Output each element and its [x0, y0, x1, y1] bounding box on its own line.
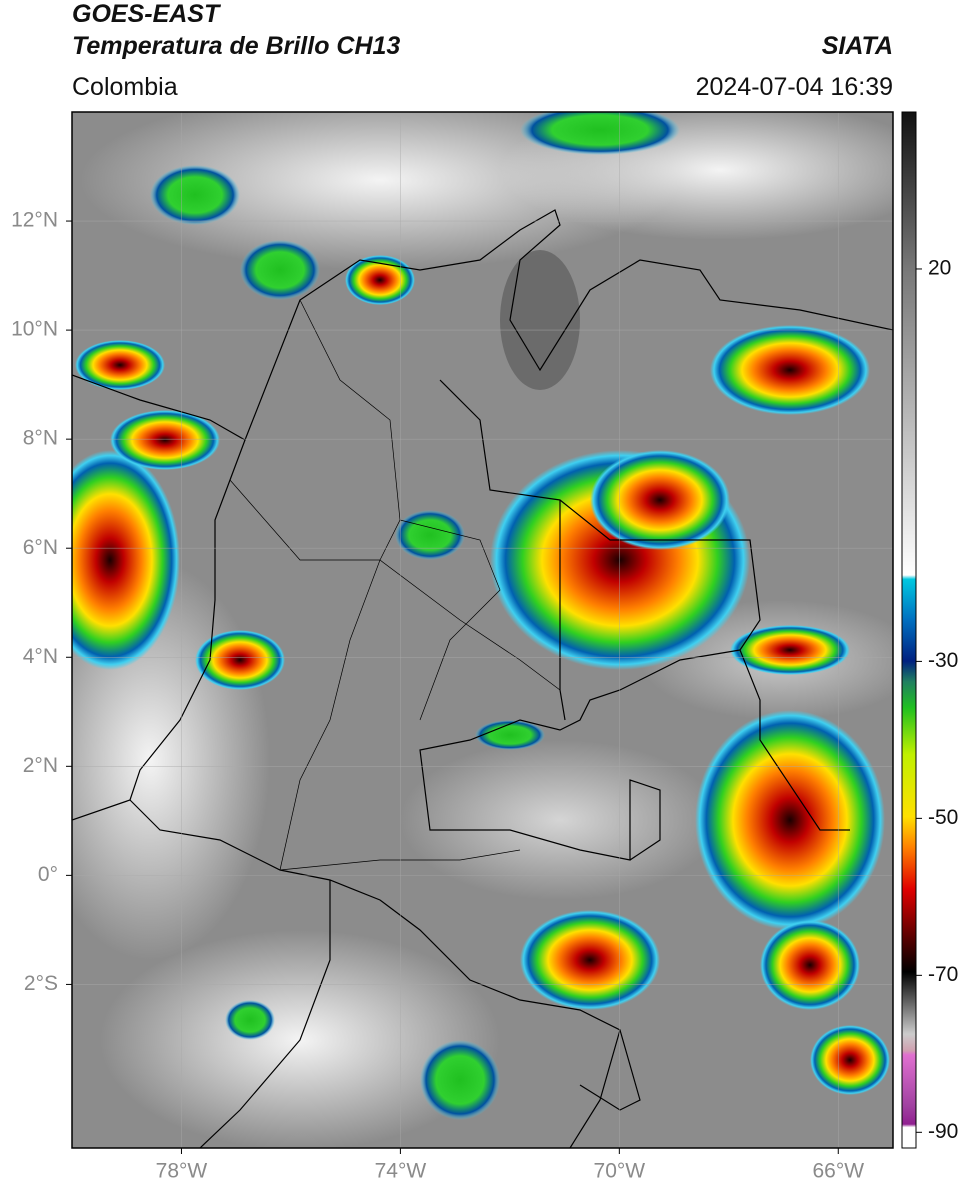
- y-tick-label: 12°N: [11, 209, 58, 232]
- subtitle: Temperatura de Brillo CH13: [72, 32, 400, 60]
- colorbar-tick-label: -70: [928, 963, 958, 986]
- y-tick-label: 10°N: [11, 318, 58, 341]
- satellite-image: [72, 112, 893, 1148]
- colorbar-tick-label: -30: [928, 649, 958, 672]
- x-tick-label: 78°W: [156, 1160, 208, 1183]
- x-tick-label: 66°W: [812, 1160, 864, 1183]
- source: SIATA: [822, 32, 893, 60]
- map-frame: [71, 111, 894, 1149]
- y-tick-label: 4°N: [23, 645, 58, 668]
- timestamp: 2024-07-04 16:39: [696, 73, 893, 101]
- y-tick-label: 2°N: [23, 754, 58, 777]
- y-tick-label: 0°: [38, 863, 58, 886]
- y-tick-label: 2°S: [24, 972, 58, 995]
- title: GOES-EAST: [72, 0, 222, 28]
- grid: [72, 112, 893, 1148]
- x-tick-label: 70°W: [594, 1160, 646, 1183]
- colorbar-tick-label: -90: [928, 1120, 958, 1143]
- colorbar: [901, 111, 917, 1149]
- colorbar-tick-label: 20: [928, 257, 951, 280]
- y-tick-label: 6°N: [23, 536, 58, 559]
- y-tick-label: 8°N: [23, 427, 58, 450]
- colorbar-tick-label: -50: [928, 806, 958, 829]
- region: Colombia: [72, 73, 178, 101]
- x-tick-label: 74°W: [375, 1160, 427, 1183]
